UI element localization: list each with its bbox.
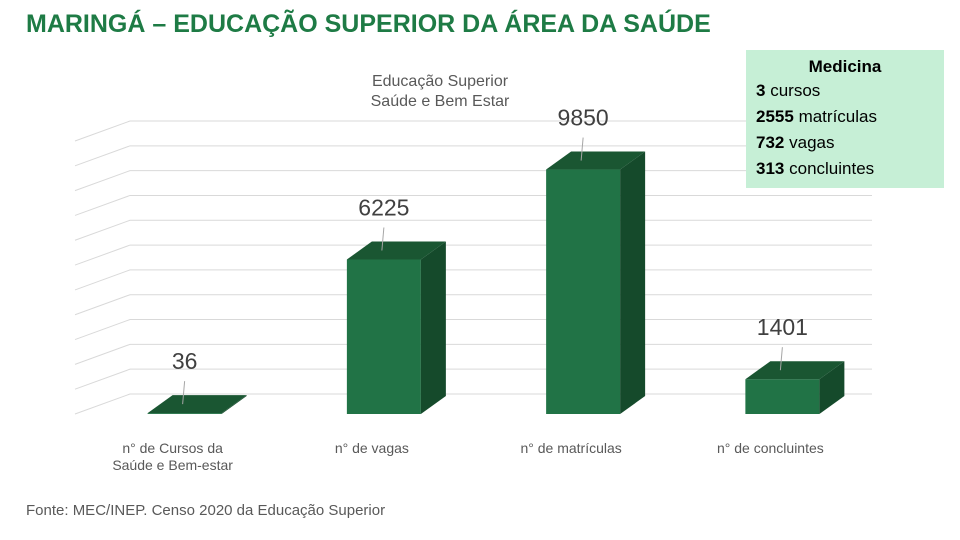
bar-top: [546, 151, 646, 170]
grid-line: [74, 219, 872, 241]
info-line: 3 cursos: [756, 78, 934, 104]
bar-front: [346, 259, 421, 414]
bar: [346, 241, 446, 414]
bar: [147, 395, 247, 414]
bar-side: [620, 151, 646, 415]
x-tick-label: n° de concluintes: [716, 440, 824, 456]
info-box: Medicina 3 cursos 2555 matrículas 732 vaga…: [746, 50, 944, 188]
info-lines: 3 cursos 2555 matrículas 732 vagas 313 conc…: [756, 78, 934, 182]
info-line: 732 vagas: [756, 130, 934, 156]
info-text: concluintes: [789, 159, 875, 178]
value-label: 36: [172, 348, 198, 374]
leader-line: [779, 347, 783, 371]
bar-side: [221, 395, 247, 414]
value-label: 1401: [757, 314, 808, 340]
grid-line: [74, 145, 872, 167]
bar-top: [346, 241, 446, 260]
bar: [546, 151, 646, 415]
grid-line: [74, 294, 872, 316]
info-number: 732: [756, 133, 785, 152]
info-title: Medicina: [808, 57, 882, 76]
value-label: 6225: [358, 195, 409, 221]
bar-front: [546, 169, 621, 414]
info-line: 313 concluintes: [756, 156, 934, 182]
bar-side: [420, 241, 446, 414]
leader-line: [580, 137, 584, 161]
slide-title: MARINGÁ – EDUCAÇÃO SUPERIOR DA ÁREA DA S…: [26, 10, 711, 38]
grid-line: [74, 120, 872, 142]
leader-line: [182, 381, 186, 405]
info-number: 313: [756, 159, 785, 178]
info-line: 2555 matrículas: [756, 104, 934, 130]
leader-line: [381, 227, 385, 251]
source: Fonte: MEC/INEP. Censo 2020 da Educação …: [26, 502, 386, 519]
info-number: 3: [756, 81, 766, 100]
grid-line: [74, 319, 872, 341]
x-tick-label: n° de vagas: [334, 440, 409, 456]
grid-line: [74, 244, 872, 266]
bar-front: [147, 413, 222, 414]
info-text: cursos: [770, 81, 821, 100]
grid-line: [74, 269, 872, 291]
bar-front: [745, 379, 820, 414]
chart-title: Educação Superior Saúde e Bem Estar: [370, 73, 510, 110]
bar-side: [819, 361, 845, 414]
value-label: 9850: [558, 105, 609, 131]
grid-line: [74, 194, 872, 216]
x-tick-label: n° de Cursos da Saúde e Bem-estar: [112, 440, 233, 473]
bar-top: [147, 395, 247, 414]
info-text: vagas: [789, 133, 835, 152]
bar-top: [745, 361, 845, 380]
bar: [745, 361, 845, 414]
info-number: 2555: [756, 107, 794, 126]
x-tick-label: n° de matrículas: [520, 440, 622, 456]
info-text: matrículas: [798, 107, 877, 126]
